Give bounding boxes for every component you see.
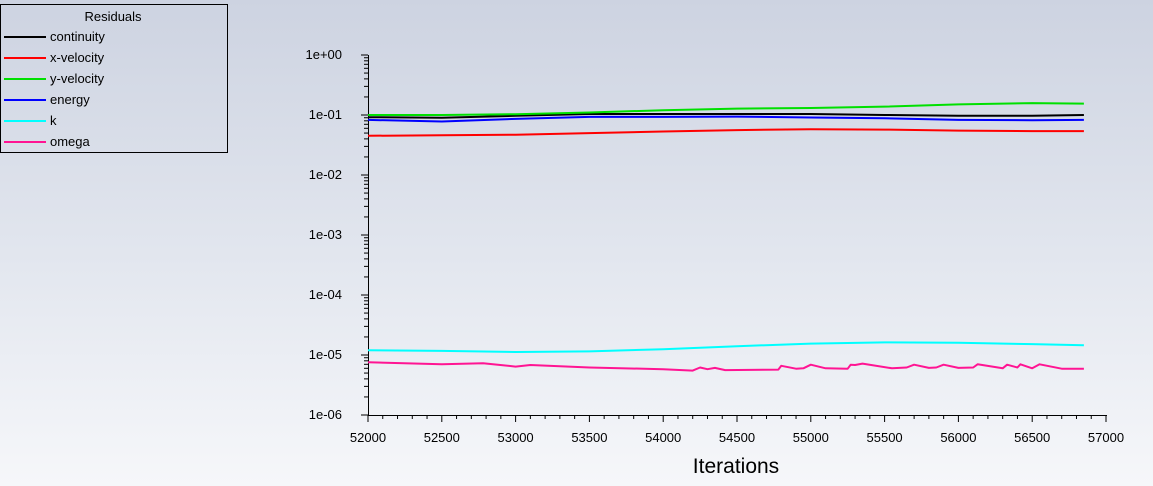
x-tick-label: 55000 [793,430,829,445]
x-tick-label: 53000 [498,430,534,445]
legend-items: continuity x-velocity y-velocity energy k ome… [4,29,105,149]
legend-title: Residuals [84,9,142,24]
series-line-y-velocity [368,102,1084,116]
x-tick-label: 52000 [350,430,386,445]
series-line-energy [367,115,1084,123]
y-tick-label: 1e-03 [309,227,342,242]
x-axis-title: Iterations [693,455,779,478]
legend-label-continuity: continuity [50,29,105,44]
y-tick-label: 1e-06 [309,407,342,422]
x-tick-label: 55500 [867,430,903,445]
legend-label-energy: energy [50,92,90,107]
x-tick-label: 52500 [424,430,460,445]
y-tick-label: 1e-04 [309,287,342,302]
y-tick-label: 1e-02 [309,167,342,182]
legend-label-omega: omega [50,134,91,149]
series-line-continuity [367,113,1084,119]
y-tick-label: 1e-05 [309,347,342,362]
legend-box [0,4,228,153]
x-tick-label: 57000 [1088,430,1124,445]
legend-label-x-velocity: x-velocity [50,50,105,65]
y-tick-label: 1e+00 [305,47,342,62]
series-line-omega [367,361,1084,372]
series-line-x-velocity [367,128,1084,137]
legend-label-y-velocity: y-velocity [50,71,105,86]
legend-label-k: k [50,113,57,128]
x-tick-label: 53500 [571,430,607,445]
x-tick-label: 54000 [645,430,681,445]
plot-lines [367,102,1084,372]
x-tick-label: 56000 [940,430,976,445]
x-tick-label: 56500 [1014,430,1050,445]
axes: 1e+00 1e-01 1e-02 1e-03 1e-04 1e-05 1e-06 5200… [305,47,1124,478]
series-line-k [367,341,1084,353]
y-tick-label: 1e-01 [309,107,342,122]
x-tick-label: 54500 [719,430,755,445]
legend: Residuals continuity x-velocity y-velocity… [0,4,228,153]
x-ticks: 52000 52500 53000 53500 54000 54500 55000 55500… [350,415,1124,445]
y-ticks: 1e+00 1e-01 1e-02 1e-03 1e-04 1e-05 1e-06 [305,47,368,422]
